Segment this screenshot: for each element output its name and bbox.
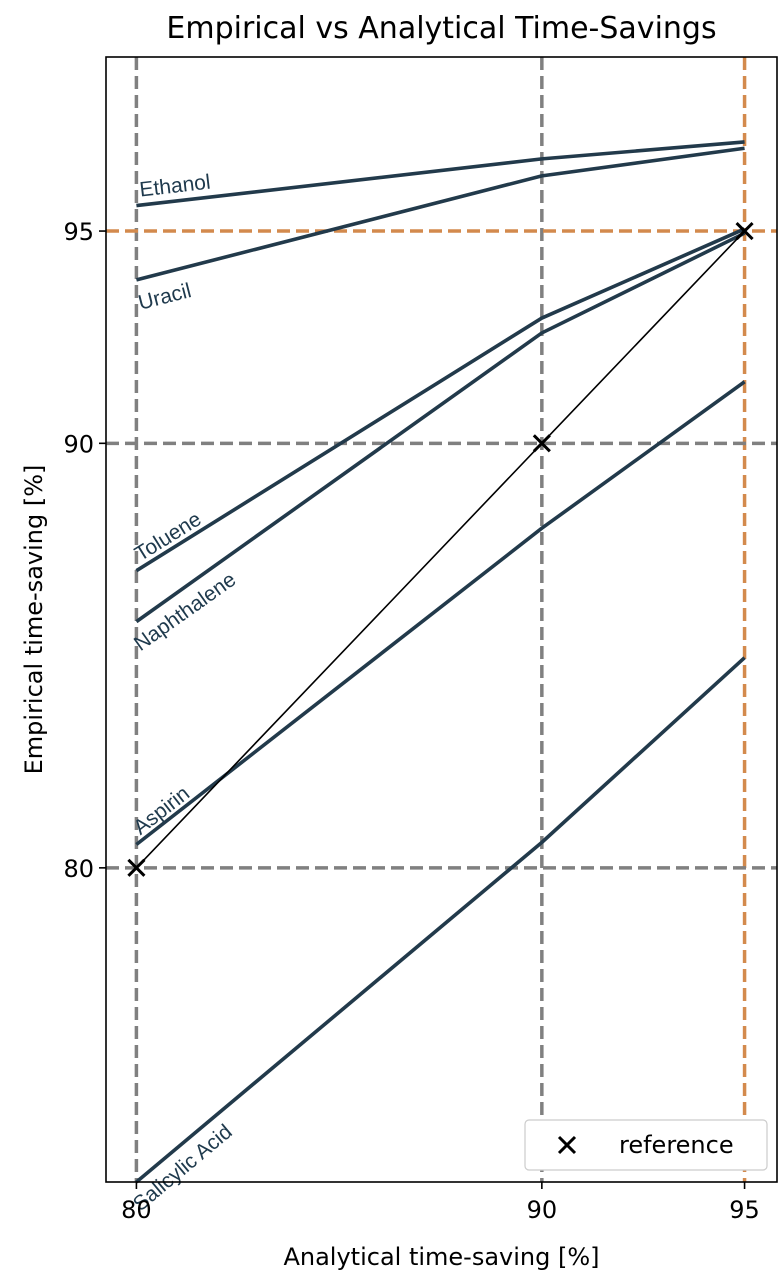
y-tick-label: 95 <box>63 218 94 246</box>
reference-marker-90 <box>532 434 551 453</box>
legend: reference <box>524 1119 768 1171</box>
x-tick-label: 90 <box>527 1196 558 1224</box>
series-line-uracil <box>135 146 745 282</box>
series-lines <box>135 140 746 1184</box>
series-line-salicylic-acid <box>135 656 746 1184</box>
y-tick-label: 90 <box>63 430 94 458</box>
reference-marker-stroke <box>532 434 551 453</box>
y-axis-ticks: 80 90 95 <box>63 218 106 883</box>
legend-marker-stroke <box>557 1135 577 1155</box>
series-label-naphthalene: Naphthalene <box>130 568 240 656</box>
plot-frame <box>105 56 778 1183</box>
legend-marker-x <box>557 1135 577 1155</box>
x-tick-label: 80 <box>121 1196 152 1224</box>
grid-lines <box>106 57 777 1182</box>
x-axis-ticks: 80 90 95 <box>121 1182 760 1224</box>
series-line-aspirin <box>135 380 746 846</box>
reference-marker-stroke <box>735 221 754 241</box>
y-tick-label: 80 <box>63 855 94 883</box>
reference-marker-95 <box>735 221 754 241</box>
reference-marker-80 <box>127 858 146 877</box>
x-axis-label: Analytical time-saving [%] <box>283 1243 599 1271</box>
reference-marker-stroke <box>127 858 146 877</box>
series-line-naphthalene <box>135 231 746 624</box>
series-line-ethanol <box>136 140 745 208</box>
legend-entry-reference: reference <box>619 1131 734 1159</box>
legend-box <box>524 1119 768 1171</box>
y-axis-label: Empirical time-saving [%] <box>20 465 48 775</box>
series-line-toluene <box>135 227 746 573</box>
reference-line-path <box>135 230 746 869</box>
series-label-uracil: Uracil <box>136 279 194 315</box>
chart-title: Empirical vs Analytical Time-Savings <box>166 11 716 46</box>
reference-line <box>127 221 754 877</box>
series-labels: EthanolUracilTolueneNaphthaleneAspirinSa… <box>129 171 240 1216</box>
series-label-aspirin: Aspirin <box>129 782 194 840</box>
x-tick-label: 95 <box>729 1196 760 1224</box>
